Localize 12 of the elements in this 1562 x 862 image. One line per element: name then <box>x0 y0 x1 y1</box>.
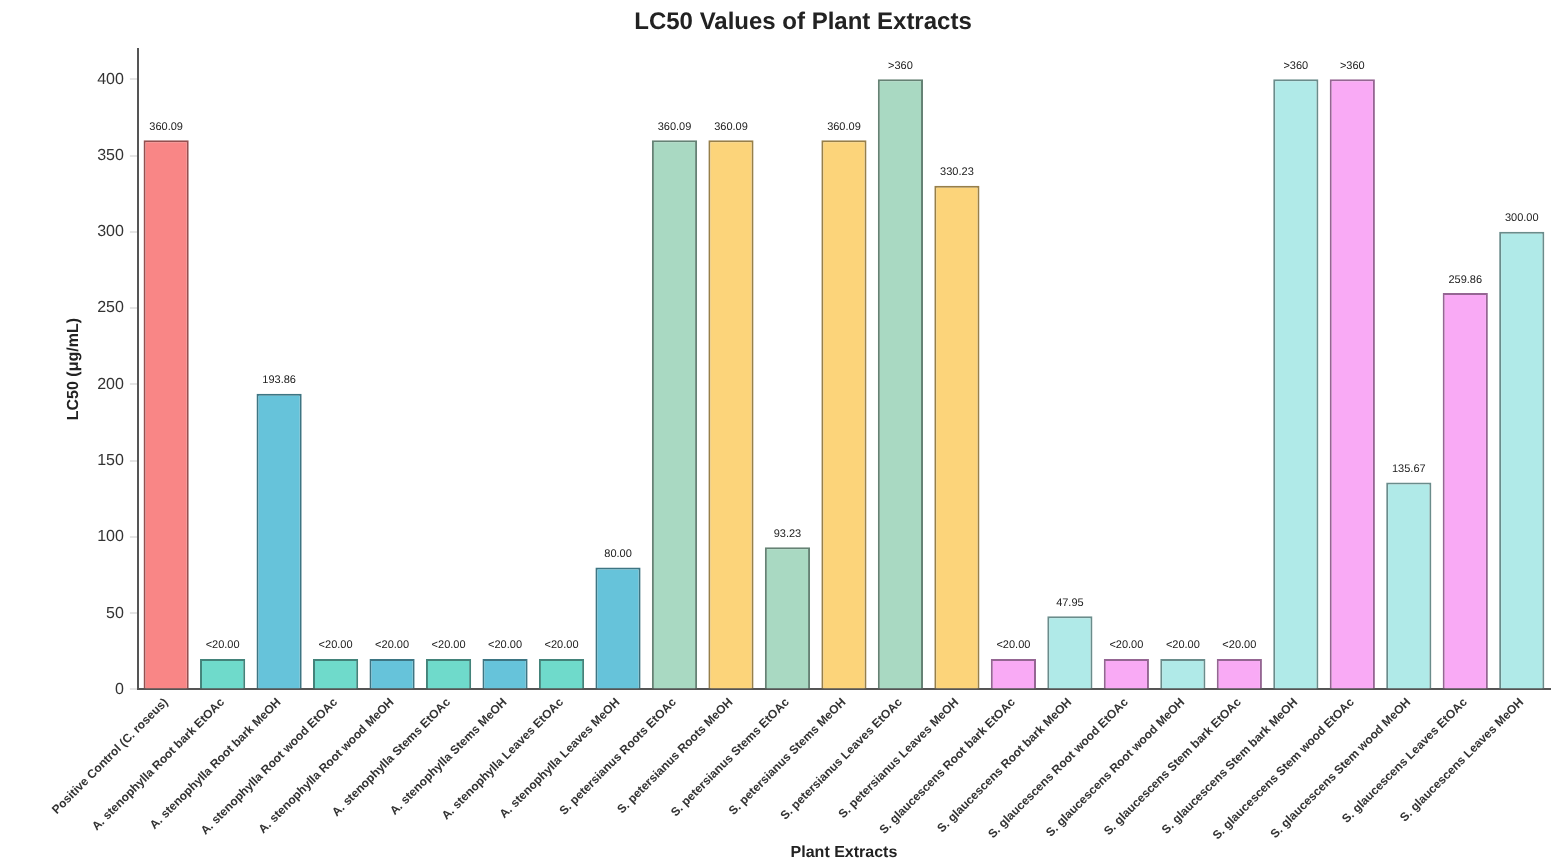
chart-title: LC50 Values of Plant Extracts <box>634 7 973 36</box>
y-tick-label: 250 <box>97 298 125 317</box>
y-tick-label: 300 <box>97 222 125 241</box>
x-axis-title: Plant Extracts <box>790 842 899 861</box>
y-tick-label: 0 <box>114 679 125 698</box>
y-tick-label: 100 <box>97 527 125 546</box>
y-tick-label: 200 <box>97 374 125 393</box>
y-axis-title: LC50 (μg/mL) <box>64 317 83 421</box>
y-tick-label: 50 <box>106 603 125 622</box>
y-tick-label: 150 <box>97 451 125 470</box>
y-tick-label: 400 <box>97 69 125 88</box>
y-tick-label: 350 <box>97 145 125 164</box>
